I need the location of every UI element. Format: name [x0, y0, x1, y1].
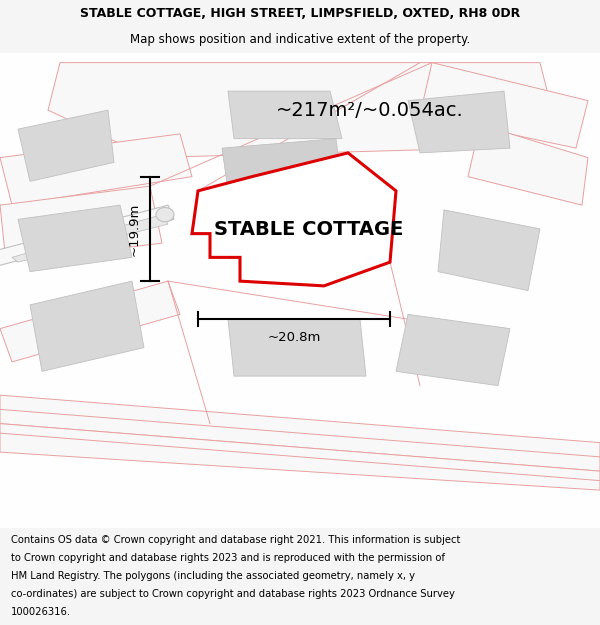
Polygon shape	[0, 134, 192, 205]
Text: ~217m²/~0.054ac.: ~217m²/~0.054ac.	[276, 101, 464, 119]
Text: ~19.9m: ~19.9m	[128, 202, 141, 256]
Polygon shape	[396, 314, 510, 386]
Polygon shape	[222, 181, 342, 238]
Polygon shape	[228, 319, 366, 376]
Text: STABLE COTTAGE, HIGH STREET, LIMPSFIELD, OXTED, RH8 0DR: STABLE COTTAGE, HIGH STREET, LIMPSFIELD,…	[80, 7, 520, 20]
Text: Map shows position and indicative extent of the property.: Map shows position and indicative extent…	[130, 33, 470, 46]
Polygon shape	[48, 62, 552, 158]
Text: HM Land Registry. The polygons (including the associated geometry, namely x, y: HM Land Registry. The polygons (includin…	[11, 571, 415, 581]
Polygon shape	[0, 281, 180, 362]
Text: 100026316.: 100026316.	[11, 607, 71, 617]
Polygon shape	[468, 124, 588, 205]
Text: Contains OS data © Crown copyright and database right 2021. This information is : Contains OS data © Crown copyright and d…	[11, 535, 460, 545]
Polygon shape	[420, 62, 588, 148]
Text: co-ordinates) are subject to Crown copyright and database rights 2023 Ordnance S: co-ordinates) are subject to Crown copyr…	[11, 589, 455, 599]
Polygon shape	[18, 205, 132, 272]
Polygon shape	[0, 424, 600, 490]
Text: STABLE COTTAGE: STABLE COTTAGE	[214, 220, 403, 239]
Polygon shape	[222, 139, 342, 191]
Polygon shape	[0, 395, 600, 471]
Polygon shape	[228, 91, 342, 139]
Circle shape	[156, 208, 174, 222]
Polygon shape	[0, 186, 162, 262]
Polygon shape	[408, 91, 510, 153]
Text: ~20.8m: ~20.8m	[268, 331, 320, 344]
Polygon shape	[18, 110, 114, 181]
Polygon shape	[0, 205, 174, 267]
Polygon shape	[192, 153, 396, 286]
Polygon shape	[12, 214, 168, 262]
Text: to Crown copyright and database rights 2023 and is reproduced with the permissio: to Crown copyright and database rights 2…	[11, 553, 445, 563]
Polygon shape	[30, 281, 144, 371]
Polygon shape	[438, 210, 540, 291]
